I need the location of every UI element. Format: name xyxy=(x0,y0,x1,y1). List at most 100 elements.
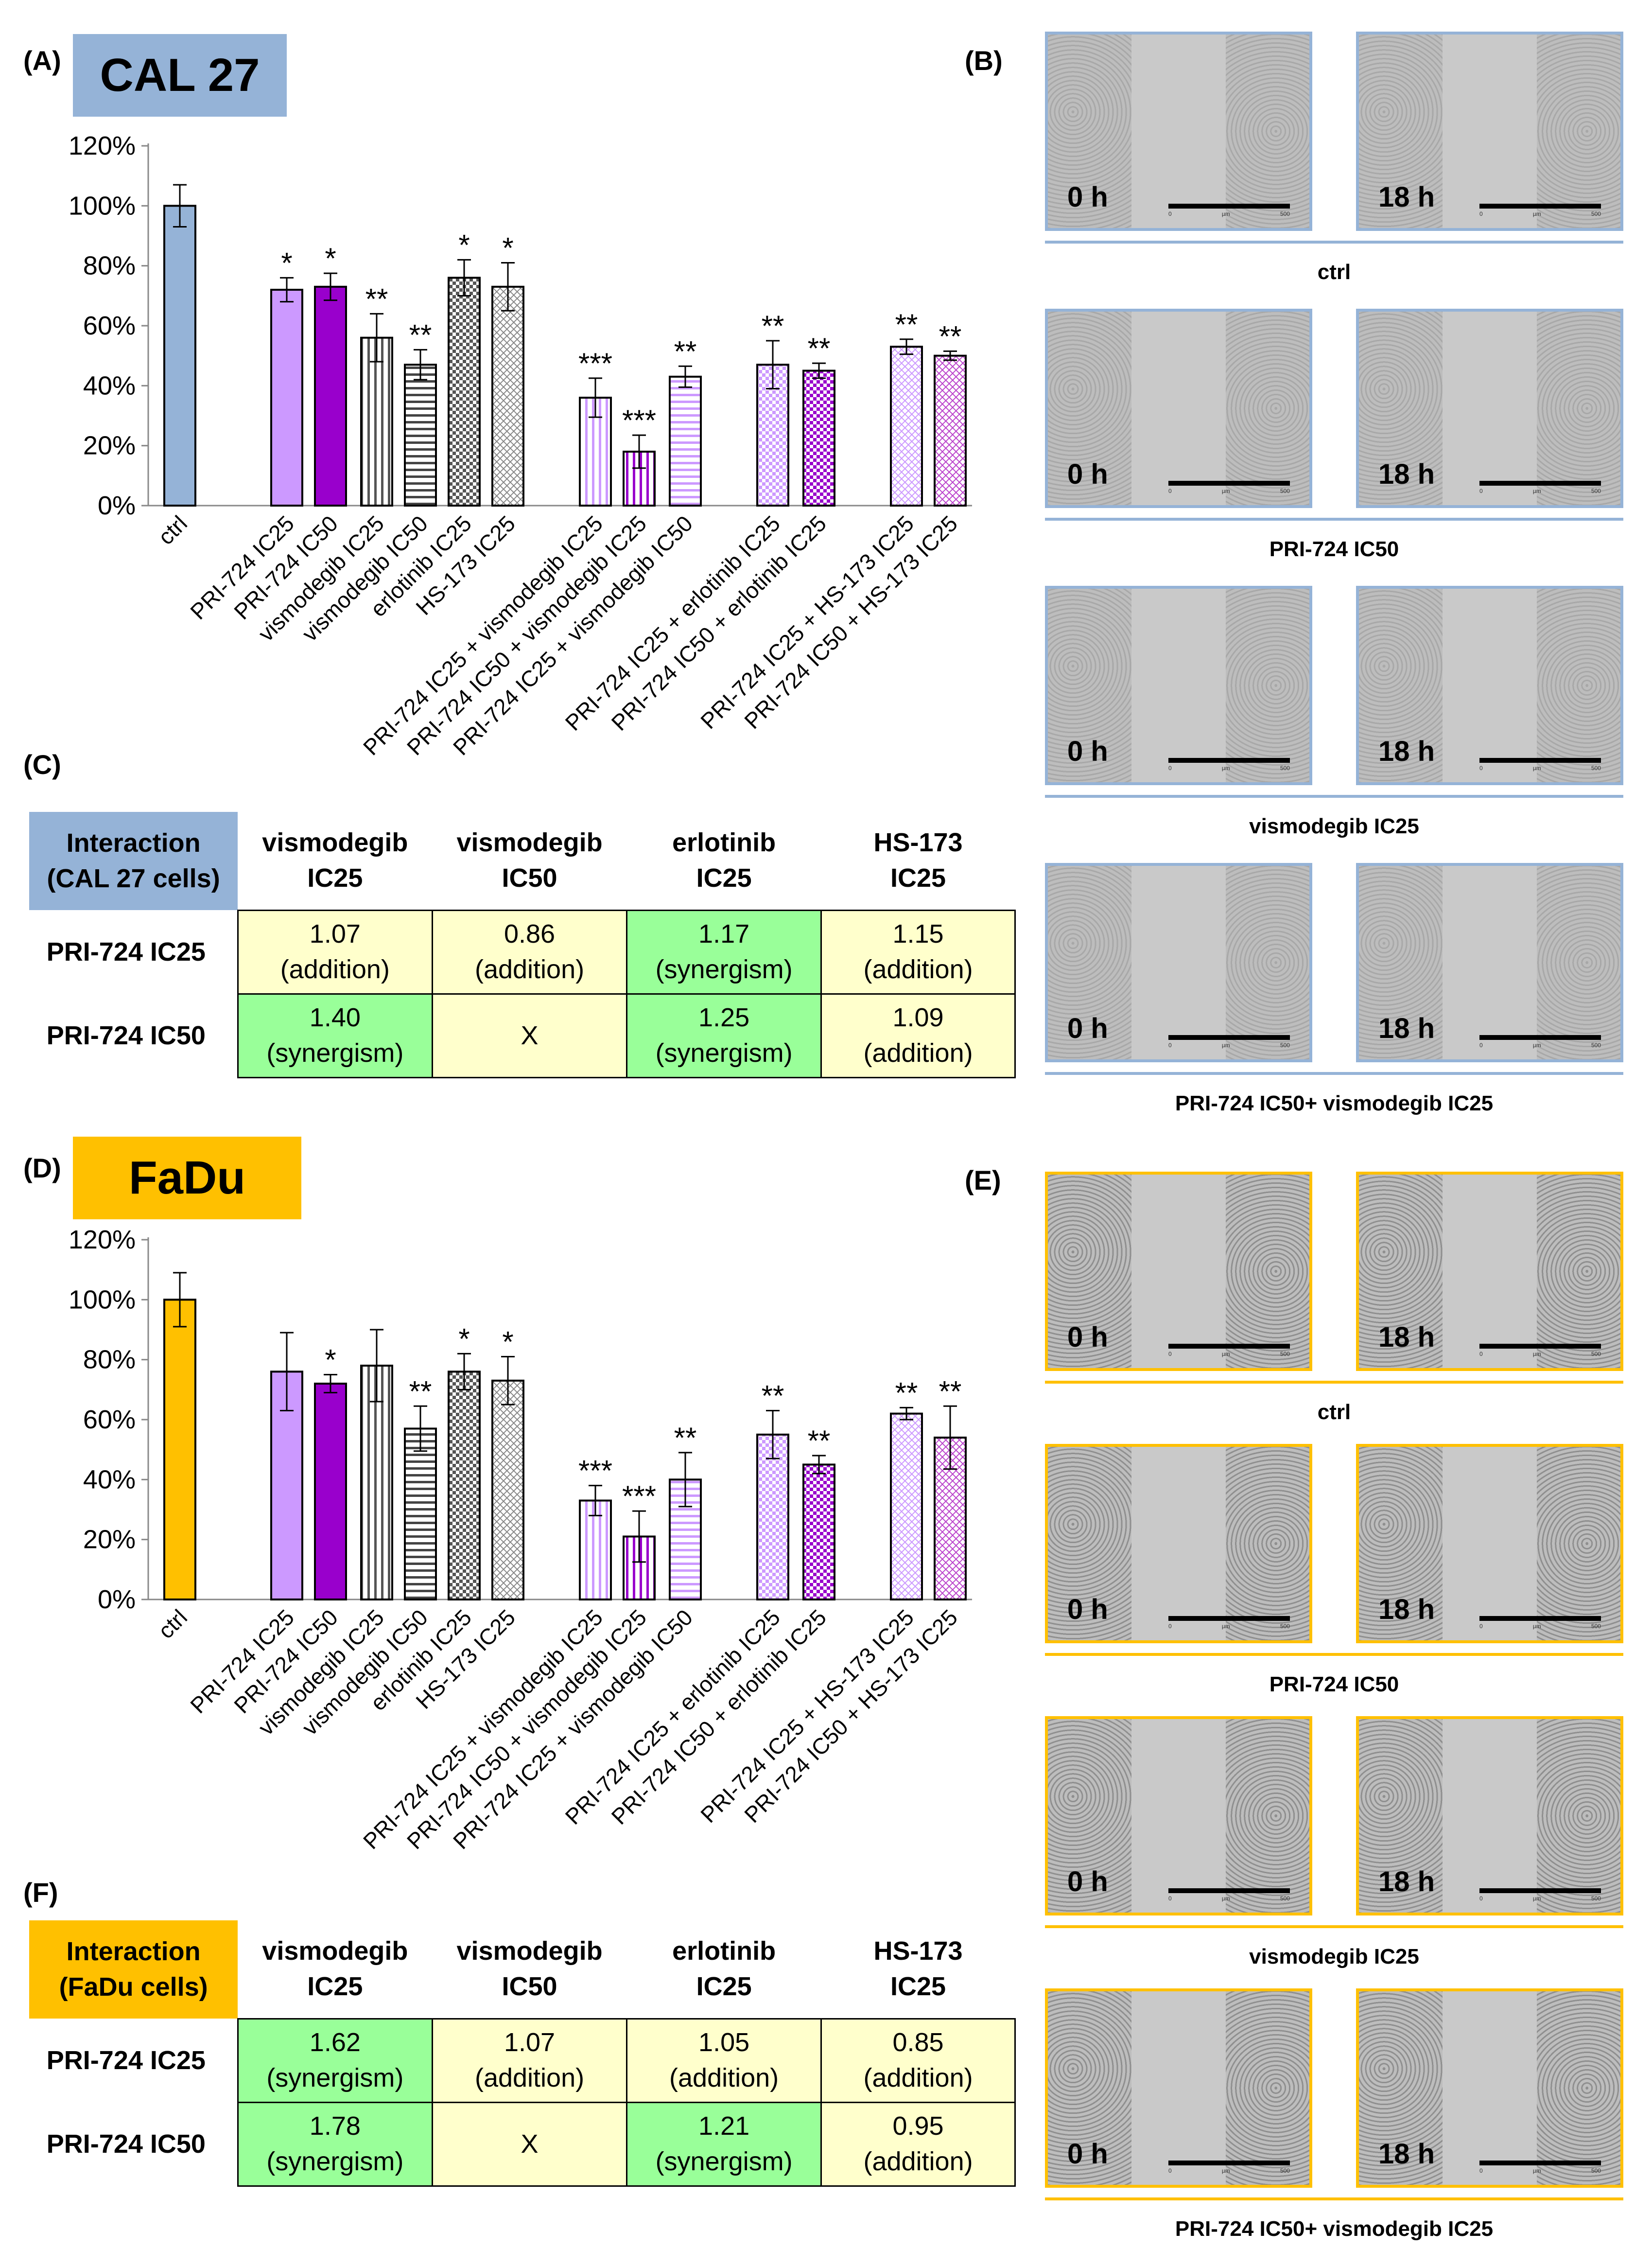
y-tick-label: 120% xyxy=(69,1225,136,1254)
cell-layer-right xyxy=(1536,1991,1620,2185)
cell-layer-right xyxy=(1225,866,1309,1059)
caption-separator xyxy=(1045,1381,1623,1384)
significance-label-5: * xyxy=(458,228,470,261)
micrograph-18h-3: 18 h 0 µm 500 xyxy=(1356,1988,1623,2188)
cell-layer-right xyxy=(1536,312,1620,505)
table-row-header-0: PRI-724 IC25 xyxy=(46,2045,206,2075)
timepoint-label: 18 h xyxy=(1378,1594,1435,1625)
bar-5 xyxy=(448,1370,481,1600)
cell-layer-left xyxy=(1359,312,1443,505)
significance-label-11: ** xyxy=(808,1424,831,1457)
caption-separator xyxy=(1045,241,1623,244)
scale-bar-ticks: 0 µm 500 xyxy=(1168,488,1290,494)
timepoint-label: 0 h xyxy=(1067,2138,1108,2170)
cell-layer-left xyxy=(1048,1719,1132,1913)
error-bar-8 xyxy=(632,434,646,469)
table-cell-1-1: X xyxy=(431,993,628,1078)
micrograph-caption-1: PRI-724 IC50 xyxy=(1269,537,1399,561)
significance-label-12: ** xyxy=(895,308,918,341)
timepoint-label: 18 h xyxy=(1378,1321,1435,1353)
bar-0 xyxy=(163,1299,196,1601)
cell-layer-right xyxy=(1225,1991,1309,2185)
table-corner-header: Interaction (FaDu cells) xyxy=(29,1920,238,2019)
micrograph-18h-0: 18 h 0 µm 500 xyxy=(1356,1172,1623,1371)
panel-label-c: (C) xyxy=(23,749,61,780)
micrograph-18h-0: 18 h 0 µm 500 xyxy=(1356,32,1623,231)
scale-bar-ticks: 0 µm 500 xyxy=(1479,2167,1601,2174)
timepoint-label: 0 h xyxy=(1067,181,1108,213)
table-row-header-1: PRI-724 IC50 xyxy=(46,1020,206,1050)
bar-3 xyxy=(360,336,393,507)
bar-6 xyxy=(491,1379,524,1600)
scale-bar-ticks: 0 µm 500 xyxy=(1168,1623,1290,1630)
cell-layer-left xyxy=(1048,35,1132,228)
micrograph-18h-1: 18 h 0 µm 500 xyxy=(1356,1444,1623,1643)
table-corner-header: Interaction (CAL 27 cells) xyxy=(29,812,238,910)
scale-bar xyxy=(1168,1344,1290,1349)
significance-label-3: ** xyxy=(365,282,388,315)
bar-5 xyxy=(448,277,481,507)
error-bar-8 xyxy=(632,1510,646,1563)
micrograph-0h-2: 0 h 0 µm 500 xyxy=(1045,586,1312,785)
bar-8 xyxy=(623,451,656,507)
micrograph-caption-2: vismodegib IC25 xyxy=(1249,1945,1419,1968)
micrograph-0h-3: 0 h 0 µm 500 xyxy=(1045,1988,1312,2188)
error-bar-9 xyxy=(678,1452,692,1508)
significance-label-7: *** xyxy=(578,1455,612,1487)
scale-bar-ticks: 0 µm 500 xyxy=(1479,765,1601,772)
scale-bar-ticks: 0 µm 500 xyxy=(1479,1895,1601,1902)
bar-13 xyxy=(934,354,967,507)
y-tick-label: 80% xyxy=(83,1345,136,1374)
table-cell-1-2: 1.21 (synergism) xyxy=(626,2101,822,2187)
cell-layer-right xyxy=(1536,866,1620,1059)
scale-bar xyxy=(1168,1888,1290,1893)
table-cell-1-3: 0.95 (addition) xyxy=(820,2101,1016,2187)
y-tick-label: 40% xyxy=(83,1465,136,1494)
y-tick-label: 80% xyxy=(83,251,136,281)
cell-layer-left xyxy=(1048,866,1132,1059)
significance-label-4: ** xyxy=(409,318,432,351)
significance-label-9: ** xyxy=(674,335,697,368)
micrograph-0h-2: 0 h 0 µm 500 xyxy=(1045,1716,1312,1915)
bar-11 xyxy=(802,1463,835,1600)
error-bar-6 xyxy=(501,1356,515,1406)
timepoint-label: 18 h xyxy=(1378,736,1435,767)
micrograph-18h-1: 18 h 0 µm 500 xyxy=(1356,309,1623,508)
bar-0 xyxy=(163,205,196,507)
table-row-header-0: PRI-724 IC25 xyxy=(46,937,206,966)
significance-label-13: ** xyxy=(939,320,962,352)
significance-label-10: ** xyxy=(762,310,784,342)
error-bar-5 xyxy=(457,1353,471,1390)
cell-layer-left xyxy=(1048,589,1132,782)
scale-bar-ticks: 0 µm 500 xyxy=(1479,488,1601,494)
error-bar-13 xyxy=(943,1405,957,1470)
caption-separator xyxy=(1045,2197,1623,2200)
error-bar-7 xyxy=(589,1485,602,1516)
cal27-title: CAL 27 xyxy=(73,34,287,117)
timepoint-label: 18 h xyxy=(1378,1866,1435,1898)
table-cell-1-3: 1.09 (addition) xyxy=(820,993,1016,1078)
bar-1 xyxy=(270,289,303,507)
y-tick-label: 100% xyxy=(69,1285,136,1314)
y-tick-label: 0% xyxy=(98,1585,136,1614)
cell-layer-left xyxy=(1359,866,1443,1059)
timepoint-label: 0 h xyxy=(1067,1013,1108,1044)
cell-layer-right xyxy=(1536,1175,1620,1368)
cal27-bar-chart: 0%20%40%60%80%100%120%ctrl*PRI-724 IC25*… xyxy=(69,131,972,760)
micrograph-caption-1: PRI-724 IC50 xyxy=(1269,1672,1399,1696)
error-bar-1 xyxy=(280,1332,294,1411)
error-bar-4 xyxy=(414,349,427,381)
scale-bar xyxy=(1479,2161,1601,2165)
significance-label-4: ** xyxy=(409,1375,432,1407)
significance-label-13: ** xyxy=(939,1375,962,1407)
table-cell-0-0: 1.62 (synergism) xyxy=(237,2018,433,2103)
panel-label-e: (E) xyxy=(965,1165,1001,1195)
error-bar-12 xyxy=(900,338,913,355)
table-cell-0-1: 1.07 (addition) xyxy=(431,2018,628,2103)
caption-separator xyxy=(1045,1653,1623,1656)
micrograph-0h-1: 0 h 0 µm 500 xyxy=(1045,309,1312,508)
y-tick-label: 0% xyxy=(98,491,136,520)
error-bar-4 xyxy=(414,1405,427,1452)
micrograph-caption-0: ctrl xyxy=(1317,1400,1351,1424)
micrograph-caption-3: PRI-724 IC50+ vismodegib IC25 xyxy=(1175,1091,1494,1115)
